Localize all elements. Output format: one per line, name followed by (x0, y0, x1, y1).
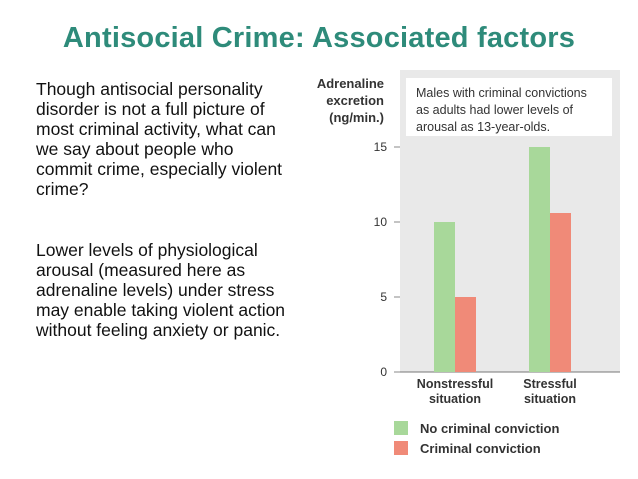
y-axis-label: Adrenaline excretion (ng/min.) (317, 76, 384, 125)
intro-paragraph: Though antisocial personality disorder i… (36, 79, 283, 199)
bars (434, 147, 571, 372)
y-tick-label: 5 (380, 290, 387, 304)
x-tick-label: Nonstressful situation (417, 377, 493, 406)
bar (434, 222, 455, 372)
slide-title: Antisocial Crime: Associated factors (62, 22, 576, 54)
bar (455, 297, 476, 372)
y-tick-label: 15 (374, 140, 388, 154)
x-axis-labels: Nonstressful situation Stressful situation (417, 377, 577, 406)
y-axis-label-line: Adrenaline (317, 76, 384, 91)
legend-label: Criminal conviction (420, 441, 541, 456)
bar (550, 213, 571, 372)
chart-annotation: Males with criminal convictions as adult… (416, 86, 590, 134)
legend-swatch (394, 421, 408, 435)
x-tick-label: Stressful situation (523, 377, 577, 406)
annotation-box (406, 78, 612, 136)
y-axis-label-line: excretion (326, 93, 384, 108)
legend-swatch (394, 441, 408, 455)
legend-label: No criminal conviction (420, 421, 559, 436)
y-tick-label: 10 (374, 215, 388, 229)
adrenaline-bar-chart: Adrenaline excretion (ng/min.) Males with … (317, 70, 620, 456)
y-axis-label-line: (ng/min.) (329, 110, 384, 125)
bar (529, 147, 550, 372)
explanation-paragraph: Lower levels of physiological arousal (m… (36, 240, 286, 340)
legend: No criminal conviction Criminal convictio… (394, 421, 559, 456)
y-axis-ticks: 0 5 10 15 (374, 140, 400, 379)
y-tick-label: 0 (380, 365, 387, 379)
